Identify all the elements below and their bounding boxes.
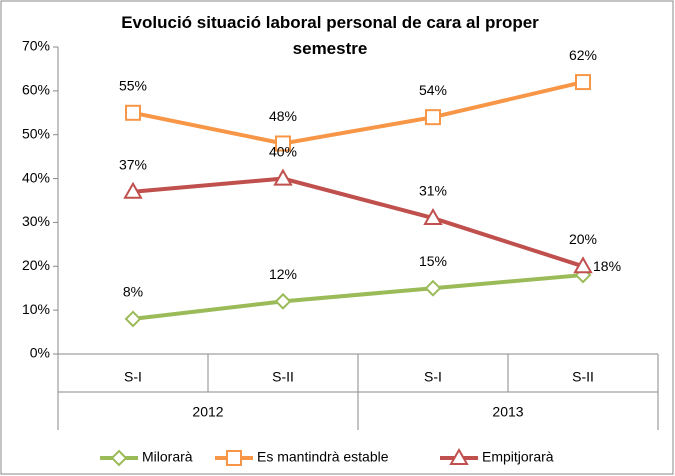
- series-line: [132, 80, 584, 146]
- data-label: 37%: [119, 156, 147, 172]
- legend-marker: [226, 450, 242, 466]
- data-point: [123, 181, 143, 199]
- y-tick-label: 60%: [22, 82, 50, 98]
- y-tick-label: 50%: [22, 125, 50, 141]
- y-tick-label: 40%: [22, 169, 50, 185]
- data-label: 62%: [569, 47, 597, 63]
- x-tick-label: S-II: [272, 369, 294, 385]
- y-tick-label: 30%: [22, 213, 50, 229]
- data-label: 55%: [119, 77, 147, 93]
- data-point: [275, 135, 291, 152]
- x-tick-label: S-II: [572, 369, 594, 385]
- data-label: 15%: [419, 253, 447, 269]
- data-label: 31%: [419, 183, 447, 199]
- data-label: 40%: [269, 143, 297, 159]
- y-tick-label: 70%: [22, 38, 50, 54]
- y-tick-label: 10%: [22, 301, 50, 317]
- data-point: [274, 292, 292, 310]
- data-point: [575, 74, 591, 91]
- x-tick-label: S-I: [424, 369, 442, 385]
- series-line: [132, 273, 584, 321]
- chart-title: Evolució situació laboral personal de ca…: [121, 13, 539, 58]
- group-label: 2013: [492, 404, 523, 420]
- data-label: 12%: [269, 266, 297, 282]
- data-point: [124, 310, 142, 328]
- data-point: [423, 208, 443, 226]
- data-point: [425, 109, 441, 126]
- y-tick-label: 0%: [30, 345, 50, 361]
- y-tick-label: 20%: [22, 257, 50, 273]
- data-point: [424, 279, 442, 297]
- data-label: 54%: [419, 82, 447, 98]
- data-label: 18%: [593, 258, 621, 274]
- legend-label: Es mantindrà estable: [257, 449, 389, 465]
- data-point: [573, 256, 593, 274]
- group-label: 2012: [192, 404, 223, 420]
- data-label: 8%: [123, 284, 143, 300]
- legend-marker: [449, 447, 469, 465]
- data-point: [125, 104, 141, 121]
- data-label: 48%: [269, 108, 297, 124]
- data-point: [273, 168, 293, 186]
- x-tick-label: S-I: [124, 369, 142, 385]
- series-line: [132, 176, 584, 269]
- data-label: 20%: [569, 231, 597, 247]
- legend-label: Milorarà: [142, 449, 193, 465]
- legend-marker: [110, 449, 128, 467]
- legend-label: Empitjorarà: [482, 449, 554, 465]
